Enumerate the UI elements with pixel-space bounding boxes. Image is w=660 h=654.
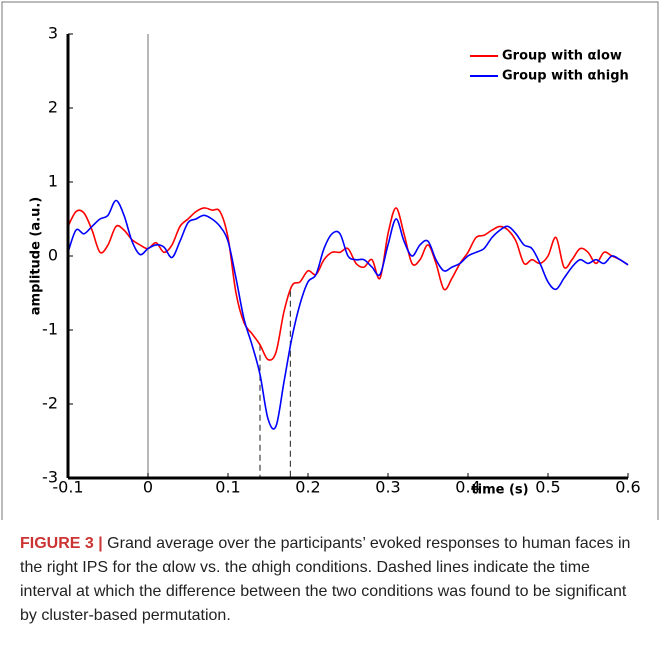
y-tick-label: 2	[48, 98, 58, 117]
x-tick-label: 0	[143, 478, 153, 497]
legend-label: Group with αlow	[502, 49, 622, 64]
x-axis-label: time (s)	[471, 483, 528, 498]
x-tick-label: -0.1	[52, 478, 83, 497]
y-tick-label: -3	[42, 468, 58, 487]
x-tick-label: 0.1	[215, 478, 240, 497]
x-tick-label: 0.6	[615, 478, 640, 497]
y-tick-label: -2	[42, 394, 58, 413]
legend-label: Group with αhigh	[502, 69, 629, 84]
y-tick-label: 1	[48, 172, 58, 191]
frame	[1, 1, 659, 520]
x-tick-label: 0.5	[535, 478, 560, 497]
chart: time (s) amplitude (a.u.) -3 -2 -1 0 1 2 3 -0.1…	[1, 1, 659, 520]
y-axis-label: amplitude (a.u.)	[29, 197, 44, 315]
caption: FIGURE 3 | Grand average over the partic…	[20, 532, 638, 628]
caption-label: FIGURE 3 |	[20, 535, 103, 552]
series-line	[67, 207, 629, 361]
x-tick-label: 0.3	[375, 478, 400, 497]
y-tick-label: 3	[48, 24, 58, 43]
caption-text: Grand average over the participants’ evo…	[20, 535, 631, 624]
y-tick-label: -1	[42, 320, 58, 339]
x-tick-label: 0.4	[455, 478, 480, 497]
x-tick-label: 0.2	[295, 478, 320, 497]
series-line	[67, 199, 629, 430]
y-tick-label: 0	[48, 246, 58, 265]
